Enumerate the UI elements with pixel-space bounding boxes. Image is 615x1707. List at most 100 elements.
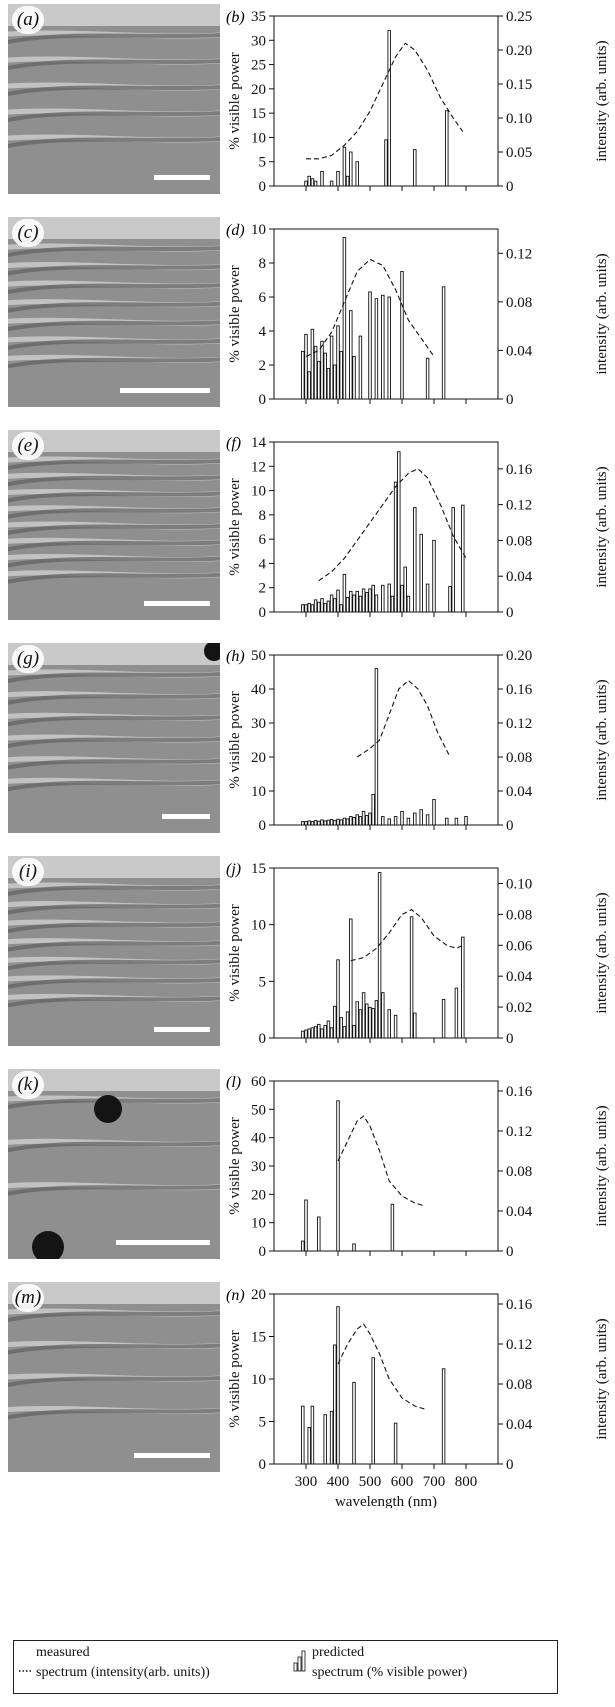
bar <box>320 1028 324 1039</box>
bar <box>301 821 305 826</box>
micrograph-label: (m) <box>12 1284 44 1312</box>
x-tick-label: 400 <box>327 1474 350 1490</box>
bar <box>425 357 430 400</box>
micrograph-label: (g) <box>12 645 44 673</box>
x-tick-label: 700 <box>423 1474 446 1490</box>
y-tick-label: 15 <box>251 861 266 877</box>
y-tick-label: 10 <box>251 1216 266 1232</box>
bar <box>355 161 359 187</box>
y2-tick-label: 0.16 <box>506 682 533 698</box>
bar <box>406 817 411 826</box>
bar <box>304 1199 308 1252</box>
y2-tick-label: 0 <box>506 1244 514 1260</box>
bar <box>358 816 363 826</box>
bar <box>355 814 359 826</box>
bar <box>432 539 436 613</box>
bar <box>393 1014 398 1039</box>
y-tick-label: 8 <box>259 508 267 524</box>
bar <box>400 584 404 613</box>
bar <box>329 819 334 826</box>
micrograph-label: (e) <box>12 432 44 460</box>
bar <box>441 1368 446 1465</box>
bar <box>301 350 305 400</box>
y2-tick-label: 0.10 <box>506 876 532 892</box>
bar <box>304 604 308 613</box>
bar <box>445 110 449 187</box>
legend-box: measured spectrum (intensity(arb. units)… <box>13 1640 558 1694</box>
bar <box>320 340 324 400</box>
scale-bar <box>154 1027 210 1032</box>
measured-spectrum-line <box>337 1323 425 1410</box>
bar <box>352 817 356 826</box>
y-tick-label: 0 <box>259 392 267 408</box>
bar <box>454 817 459 826</box>
bar <box>317 601 321 613</box>
y-axis-title: % visible power <box>227 478 243 575</box>
bar <box>352 1025 356 1039</box>
y2-tick-label: 0.04 <box>506 1204 533 1220</box>
micrograph-image <box>8 1069 220 1259</box>
scale-bar <box>134 1453 210 1458</box>
bar <box>425 583 430 613</box>
y-tick-label: 14 <box>251 435 267 451</box>
y-tick-label: 25 <box>251 58 266 74</box>
micrograph: (m) <box>8 1282 220 1472</box>
y2-tick-label: 0.08 <box>506 295 532 311</box>
panel-label: (n) <box>226 1287 245 1304</box>
y2-tick-label: 0.02 <box>506 1000 532 1016</box>
bar <box>390 595 395 613</box>
bar <box>387 30 391 187</box>
bar <box>326 600 331 613</box>
bar <box>342 817 347 826</box>
bar <box>301 1405 305 1465</box>
y-tick-label: 60 <box>251 1074 266 1090</box>
plot-frame <box>273 867 499 1039</box>
y-tick-label: 5 <box>259 155 267 171</box>
y2-tick-label: 0 <box>506 392 514 408</box>
bar <box>464 816 468 826</box>
bar <box>461 504 465 613</box>
chart: (l) 0 10 20 30 40 50 60 0 0.04 0.08 0.12 0.16 % visib… <box>226 1074 610 1260</box>
y-tick-label: 6 <box>259 532 267 548</box>
y2-axis-title: intensity (arb. units) <box>594 40 610 161</box>
scale-bar <box>144 601 210 606</box>
bar <box>326 819 331 826</box>
bar <box>387 296 391 400</box>
bar <box>381 816 385 826</box>
micrograph-image <box>8 643 220 833</box>
bar <box>448 586 452 613</box>
figure-row: (m) (n) 0 5 10 15 20 0 0.04 0.08 0.12 0.16 % visible… <box>0 1278 615 1508</box>
y2-tick-label: 0.12 <box>506 1337 532 1353</box>
bar <box>419 533 423 613</box>
bar <box>361 992 366 1039</box>
bar <box>313 599 318 613</box>
chart: (b) 0 5 10 15 20 25 30 35 0 0.05 0.10 0.15 0.20 0.25 % … <box>226 9 610 195</box>
bar <box>368 1006 372 1039</box>
bar <box>333 1005 337 1039</box>
y2-tick-label: 0 <box>506 179 514 195</box>
y-axis-title: % visible power <box>227 52 243 149</box>
panel-label: (b) <box>226 9 245 26</box>
bar <box>358 1009 363 1039</box>
bar <box>307 603 311 613</box>
y-tick-label: 2 <box>259 358 267 374</box>
bar <box>387 818 391 826</box>
y-tick-label: 10 <box>251 784 266 800</box>
bar <box>368 588 372 613</box>
bar <box>352 1381 356 1465</box>
figure-row: (e) (f) 0 2 4 6 8 10 12 14 0 0.04 0.08 0.12 0.16 % visi… <box>0 426 615 626</box>
y-tick-label: 10 <box>251 1372 266 1388</box>
y2-tick-label: 0.04 <box>506 343 533 359</box>
bar <box>352 356 356 400</box>
panel-label: (h) <box>226 648 245 665</box>
legend-predicted-sub: spectrum (% visible power) <box>312 1665 468 1680</box>
bar <box>313 1026 318 1039</box>
y2-tick-label: 0.08 <box>506 1164 532 1180</box>
x-tick-label: 500 <box>359 1474 382 1490</box>
bar <box>355 1001 359 1039</box>
y2-tick-label: 0.08 <box>506 1377 532 1393</box>
y2-tick-label: 0.04 <box>506 969 533 985</box>
bar <box>307 1028 311 1039</box>
bar <box>336 325 340 400</box>
y-tick-label: 10 <box>251 222 266 238</box>
